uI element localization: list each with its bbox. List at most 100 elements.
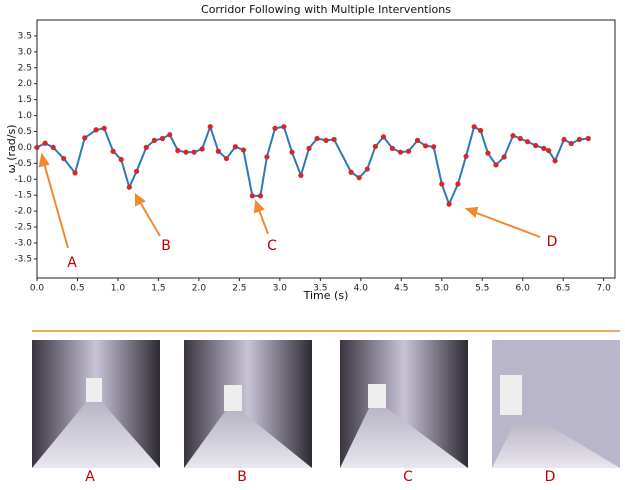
data-point xyxy=(110,149,115,154)
data-point xyxy=(102,126,107,131)
data-point xyxy=(216,149,221,154)
data-point xyxy=(160,136,165,141)
data-point xyxy=(208,124,213,129)
y-tick-label: 0.0 xyxy=(18,143,33,153)
figure: Corridor Following with Multiple Interve… xyxy=(0,0,625,486)
data-point xyxy=(561,137,566,142)
photos xyxy=(32,340,620,468)
data-point xyxy=(306,146,311,151)
data-point xyxy=(569,141,574,146)
chart-title: Corridor Following with Multiple Interve… xyxy=(201,3,451,16)
photo xyxy=(184,340,312,468)
data-point xyxy=(183,150,188,155)
arrow xyxy=(259,210,268,234)
y-tick-label: -3.0 xyxy=(14,238,32,248)
x-tick-label: 4.5 xyxy=(394,284,408,294)
arrow xyxy=(140,202,160,236)
arrow-head xyxy=(255,202,263,212)
data-point xyxy=(127,185,132,190)
y-tick-label: -1.0 xyxy=(14,175,32,185)
data-point xyxy=(144,145,149,150)
x-tick-label: 3.5 xyxy=(313,284,327,294)
data-point xyxy=(390,146,395,151)
data-point xyxy=(34,145,39,150)
data-point xyxy=(455,181,460,186)
data-point xyxy=(42,141,47,146)
photo xyxy=(32,340,160,468)
data-point xyxy=(478,128,483,133)
data-point xyxy=(541,146,546,151)
y-tick-label: 1.5 xyxy=(18,95,32,105)
x-tick-label: 1.0 xyxy=(111,284,126,294)
data-point xyxy=(472,124,477,129)
photo xyxy=(340,340,468,468)
x-tick-label: 2.0 xyxy=(192,284,207,294)
data-point xyxy=(518,136,523,141)
x-tick-label: 5.5 xyxy=(475,284,489,294)
page: {"chart_data": {"type": "line", "title":… xyxy=(0,0,625,490)
photo-label: B xyxy=(237,469,247,485)
x-tick-label: 7.0 xyxy=(597,284,612,294)
series-line xyxy=(37,127,588,204)
data-point xyxy=(82,135,87,140)
x-tick-label: 0.0 xyxy=(30,284,45,294)
plot-frame xyxy=(37,20,615,278)
annotation: B xyxy=(161,238,171,254)
data-point xyxy=(546,148,551,153)
data-point xyxy=(298,173,303,178)
photo xyxy=(492,340,620,468)
photo-end xyxy=(500,375,522,415)
x-tick-label: 6.0 xyxy=(516,284,531,294)
data-point xyxy=(463,154,468,159)
photo-label: A xyxy=(85,469,95,485)
x-tick-label: 0.5 xyxy=(70,284,84,294)
data-point xyxy=(577,137,582,142)
data-point xyxy=(272,126,277,131)
y-tick-label: -3.5 xyxy=(14,254,32,264)
data-point xyxy=(152,138,157,143)
data-point xyxy=(415,138,420,143)
data-point xyxy=(51,145,56,150)
data-point xyxy=(167,132,172,137)
arrow-head xyxy=(40,155,48,166)
data-point xyxy=(485,151,490,156)
data-point xyxy=(281,124,286,129)
data-point xyxy=(72,170,77,175)
data-point xyxy=(61,156,66,161)
data-point xyxy=(289,150,294,155)
arrow xyxy=(474,212,540,237)
x-tick-label: 2.5 xyxy=(232,284,246,294)
data-point xyxy=(439,181,444,186)
data-point xyxy=(175,148,180,153)
data-point xyxy=(323,138,328,143)
x-tick-label: 4.0 xyxy=(354,284,369,294)
data-point xyxy=(525,139,530,144)
data-point xyxy=(93,127,98,132)
x-tick-label: 6.5 xyxy=(556,284,570,294)
annotation: C xyxy=(267,238,277,254)
data-point xyxy=(191,150,196,155)
data-point xyxy=(431,144,436,149)
y-tick-label: 0.5 xyxy=(18,127,32,137)
data-point xyxy=(501,154,506,159)
photo-label: C xyxy=(403,469,413,485)
x-tick-label: 1.5 xyxy=(151,284,165,294)
x-tick-label: 3.0 xyxy=(273,284,288,294)
data-point xyxy=(200,146,205,151)
y-tick-label: -2.0 xyxy=(14,207,32,217)
x-tick-label: 5.0 xyxy=(435,284,450,294)
data-point xyxy=(348,170,353,175)
data-point xyxy=(586,136,591,141)
data-point xyxy=(398,150,403,155)
y-tick-label: 3.0 xyxy=(18,47,33,57)
photo-label: D xyxy=(545,469,556,485)
y-tick-label: 3.5 xyxy=(18,31,32,41)
photo-end xyxy=(368,384,386,408)
data-point xyxy=(357,175,362,180)
y-tick-label: -1.5 xyxy=(14,191,32,201)
data-point xyxy=(373,144,378,149)
y-tick-label: 2.5 xyxy=(18,63,32,73)
data-point xyxy=(406,149,411,154)
data-point xyxy=(119,157,124,162)
data-point xyxy=(493,162,498,167)
